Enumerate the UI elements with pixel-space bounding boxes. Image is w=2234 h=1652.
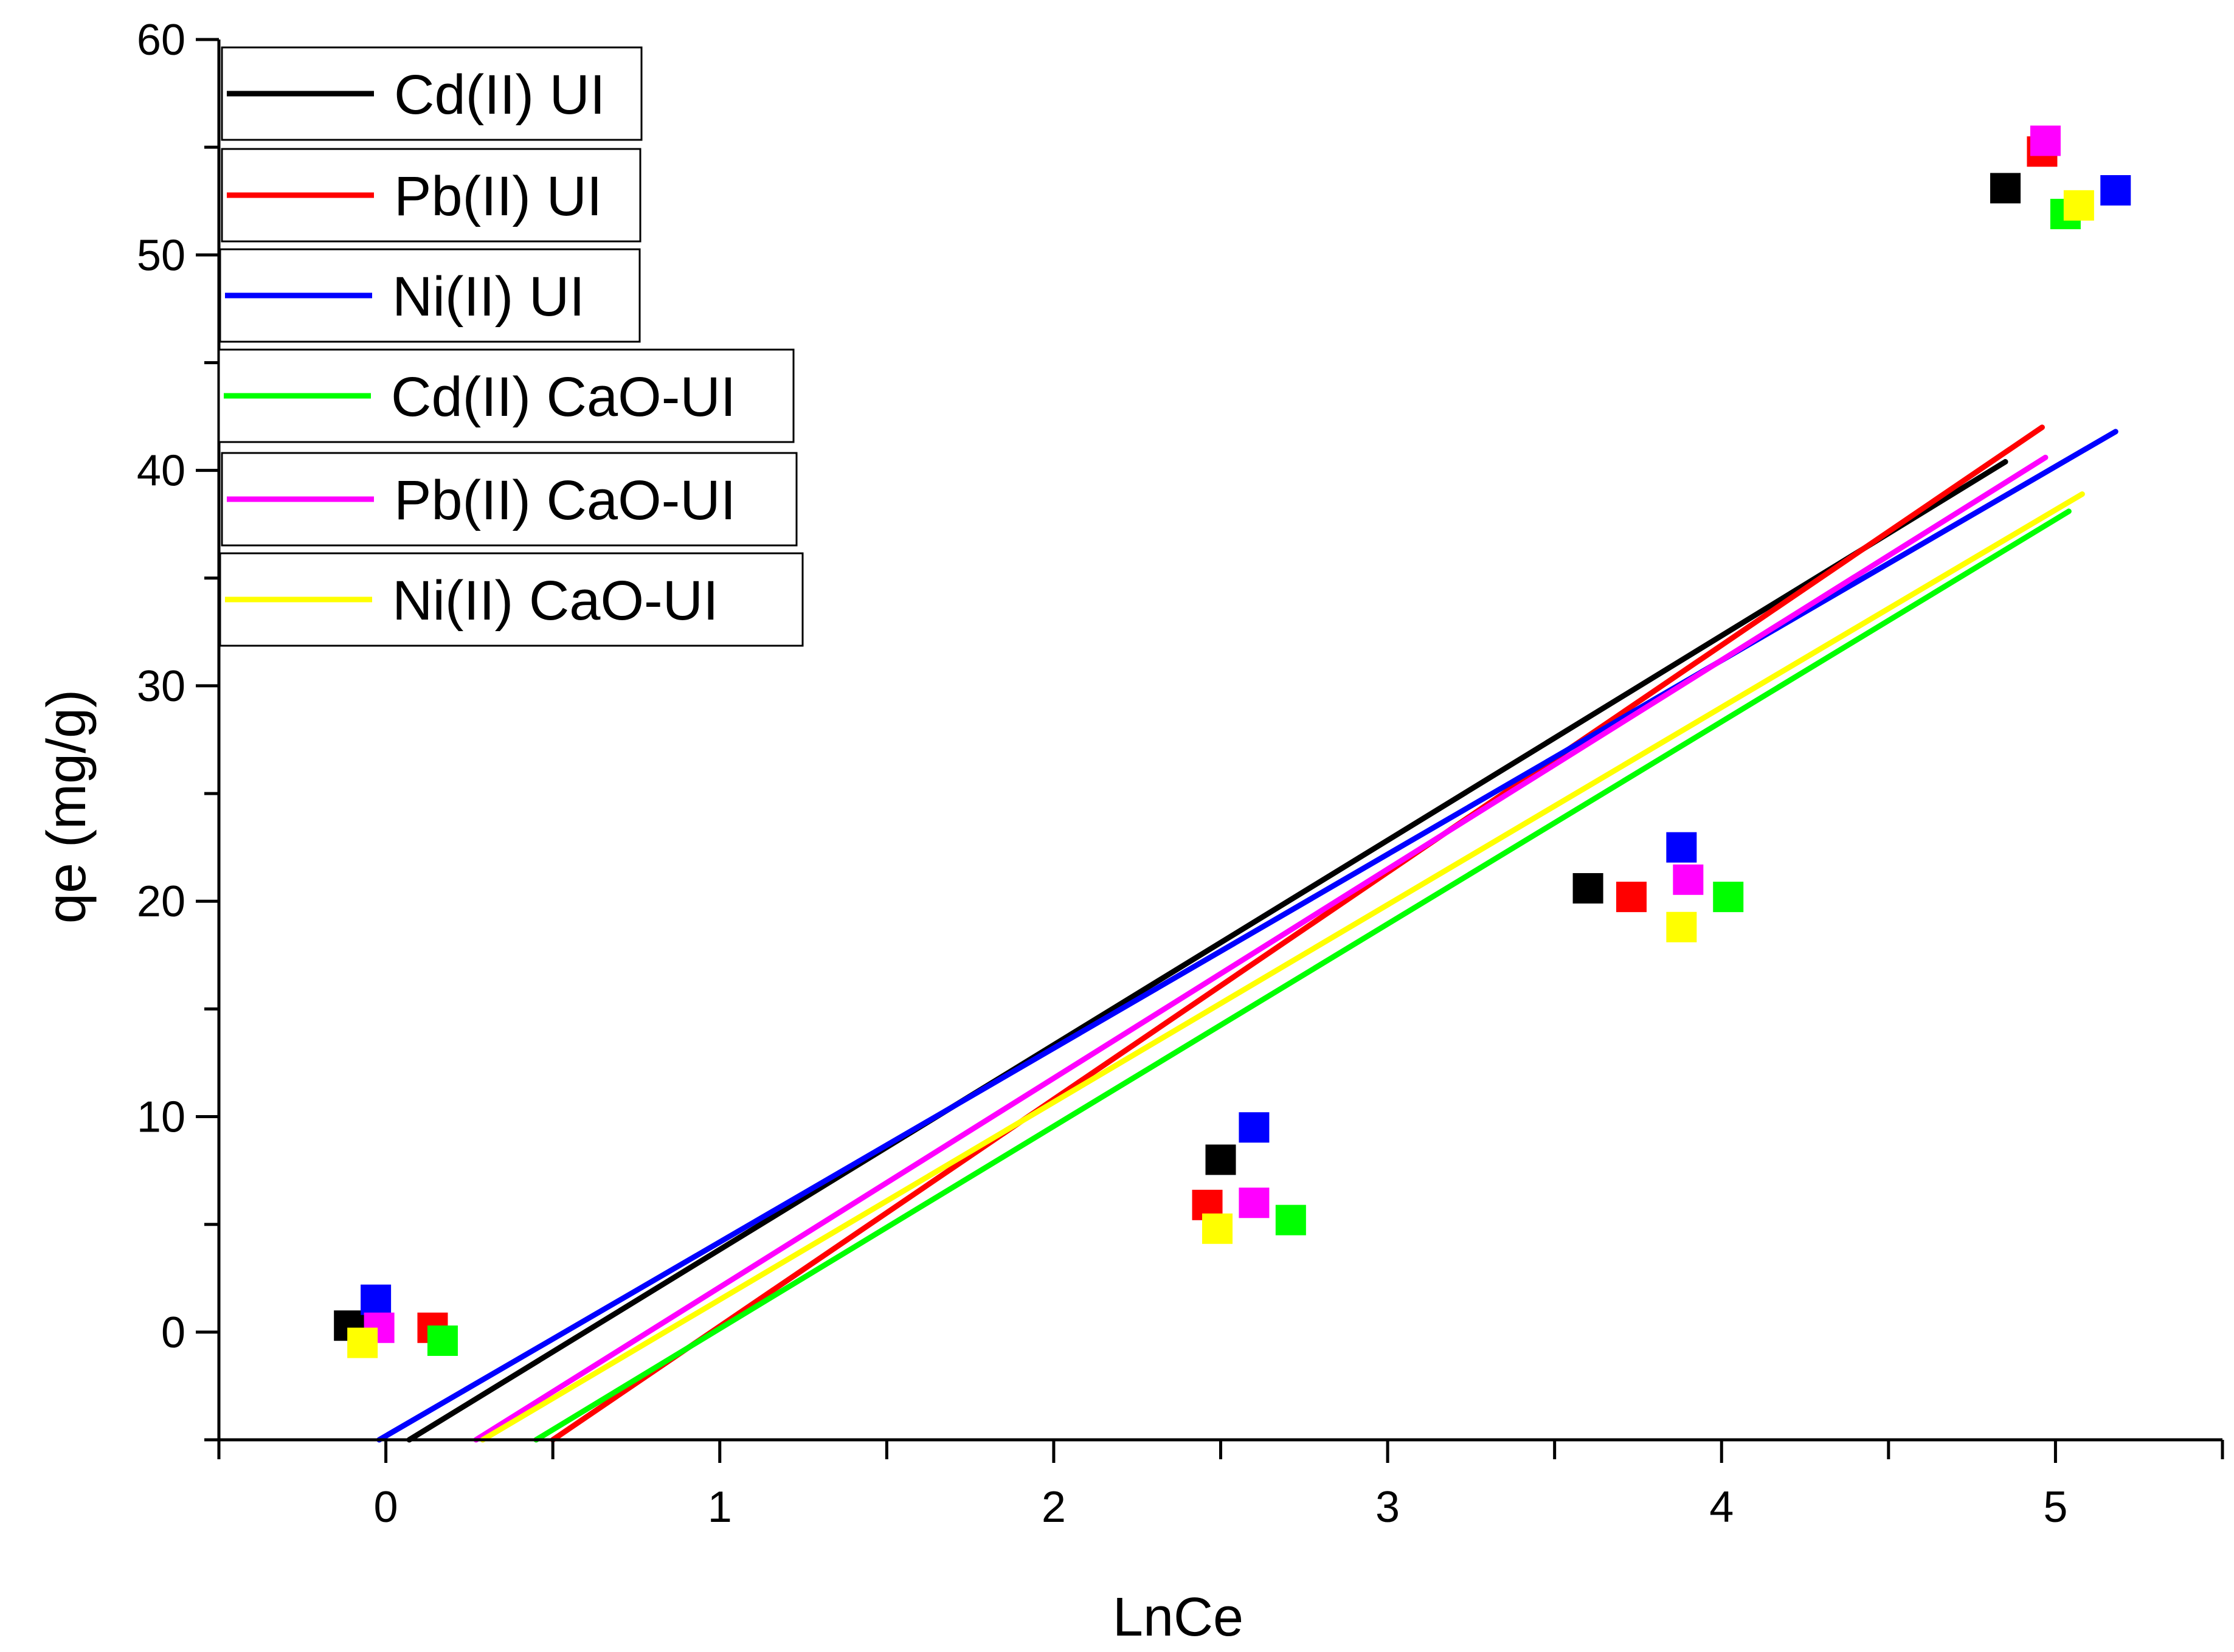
data-point bbox=[2063, 190, 2094, 221]
legend-entry: Pb(II) UI bbox=[221, 148, 641, 243]
x-tick-label: 1 bbox=[708, 1483, 732, 1532]
x-axis-title: LnCe bbox=[1113, 1587, 1243, 1648]
y-axis-ticks: 0 10 20 30 40 50 60 bbox=[137, 16, 219, 1442]
data-point bbox=[361, 1284, 392, 1315]
data-point bbox=[347, 1327, 378, 1358]
data-point bbox=[2030, 125, 2061, 156]
legend-label: Cd(II) UI bbox=[394, 64, 606, 126]
x-axis-ticks: 0 1 2 3 4 5 bbox=[217, 1440, 2224, 1532]
y-tick-label: 20 bbox=[137, 877, 185, 926]
legend-box bbox=[221, 452, 798, 547]
fit-line bbox=[406, 458, 2008, 1443]
data-point bbox=[1666, 911, 1697, 942]
fit-line bbox=[473, 454, 2049, 1443]
legend-label: Pb(II) UI bbox=[394, 165, 602, 227]
fit-line bbox=[550, 424, 2045, 1443]
data-point bbox=[1666, 832, 1697, 863]
data-point bbox=[1673, 864, 1704, 895]
data-point bbox=[1990, 173, 2021, 204]
data-point bbox=[1239, 1187, 1270, 1218]
x-tick-label: 5 bbox=[2043, 1483, 2067, 1532]
y-tick-label: 50 bbox=[137, 231, 185, 280]
y-tick-label: 60 bbox=[137, 16, 185, 64]
data-markers bbox=[334, 125, 2131, 1358]
data-point bbox=[1239, 1112, 1270, 1143]
legend-entry: Ni(II) UI bbox=[219, 248, 641, 343]
data-point bbox=[1572, 873, 1603, 904]
legend-entry: Cd(II) CaO-UI bbox=[218, 348, 795, 443]
y-tick-label: 10 bbox=[137, 1093, 185, 1142]
y-tick-label: 0 bbox=[161, 1308, 185, 1357]
fit-lines bbox=[376, 424, 2118, 1443]
legend-entry: Cd(II) UI bbox=[221, 46, 643, 141]
data-point bbox=[2100, 175, 2131, 206]
data-point bbox=[1713, 882, 1744, 913]
y-tick-label: 30 bbox=[137, 662, 185, 711]
legend-label: Pb(II) CaO-UI bbox=[394, 469, 736, 531]
y-axis-title: qe (mg/g) bbox=[36, 689, 97, 924]
fit-line bbox=[376, 429, 2118, 1443]
legend-label: Ni(II) UI bbox=[392, 266, 585, 328]
fit-line bbox=[480, 491, 2085, 1443]
x-tick-label: 3 bbox=[1375, 1483, 1400, 1532]
y-tick-label: 40 bbox=[137, 447, 185, 496]
legend-label: Ni(II) CaO-UI bbox=[392, 570, 719, 632]
legend: Cd(II) UI Pb(II) UI Ni(II) UI Cd(II) CaO-UI… bbox=[218, 46, 804, 647]
x-tick-label: 0 bbox=[374, 1483, 398, 1532]
legend-label: Cd(II) CaO-UI bbox=[391, 366, 736, 428]
data-point bbox=[1202, 1213, 1233, 1244]
x-tick-label: 4 bbox=[1709, 1483, 1734, 1532]
legend-entry: Pb(II) CaO-UI bbox=[221, 452, 798, 547]
legend-entry: Ni(II) CaO-UI bbox=[219, 552, 804, 647]
data-point bbox=[1275, 1204, 1306, 1236]
data-point bbox=[1205, 1144, 1236, 1175]
x-tick-label: 2 bbox=[1042, 1483, 1066, 1532]
data-point bbox=[1616, 882, 1647, 913]
fit-line bbox=[533, 508, 2072, 1443]
data-point bbox=[427, 1325, 458, 1357]
